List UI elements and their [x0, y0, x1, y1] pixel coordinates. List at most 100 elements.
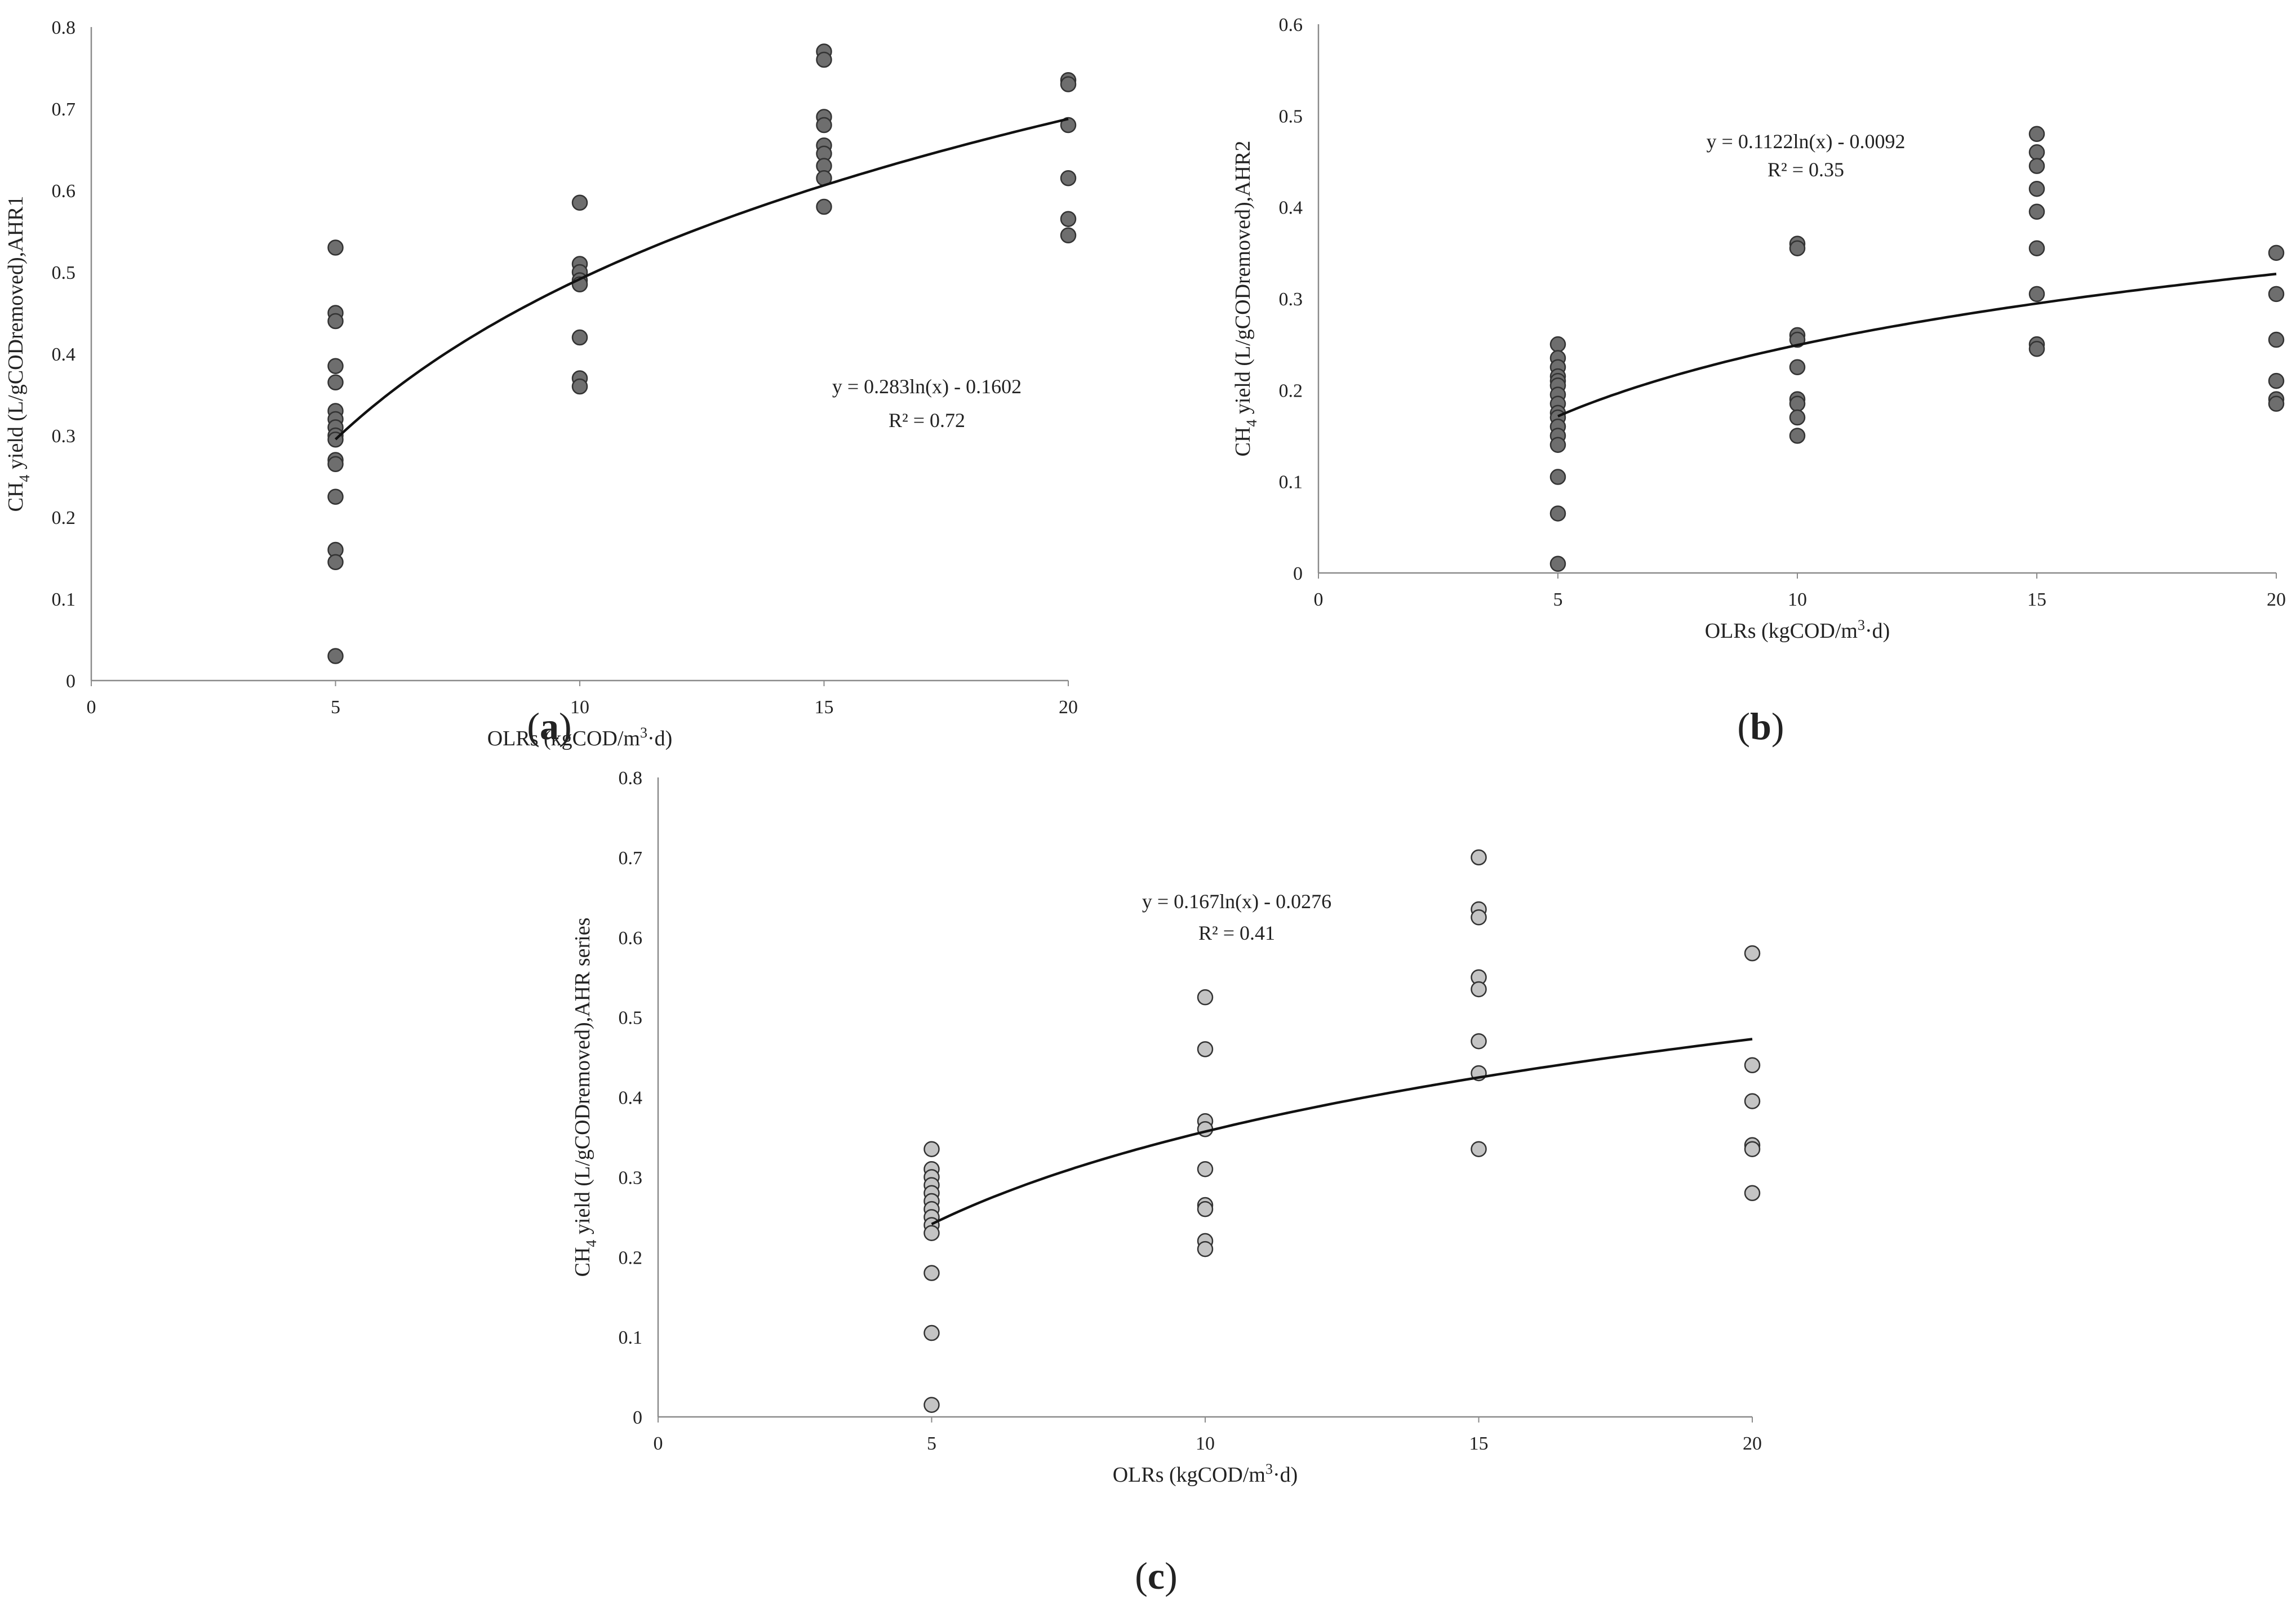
y-tick-label: 0.1	[1279, 472, 1303, 493]
data-point	[571, 329, 588, 346]
y-tick-label: 0.2	[1279, 380, 1303, 401]
data-point	[2028, 126, 2045, 143]
r-squared-label: R² = 0.72	[889, 409, 965, 432]
data-point	[923, 1265, 940, 1281]
data-point	[1060, 76, 1077, 92]
x-tick-label: 15	[1469, 1433, 1489, 1454]
x-tick-label: 10	[1196, 1433, 1215, 1454]
data-point	[2028, 203, 2045, 220]
y-tick-label: 0.5	[619, 1008, 643, 1029]
y-tick-label: 0.3	[52, 426, 76, 447]
data-point	[2268, 245, 2285, 261]
chart-b: 0 0.1 0.2 0.3 0.4 0.5 0.6 0 5 10 15 20 OLRs (kgCOD/m…	[1231, 15, 2286, 748]
y-tick-label: 0	[66, 671, 76, 692]
chart-a: 0 0.1 0.2 0.3 0.4 0.5 0.6 0.7 0.8 0 5 10 15 20 OLRs (k…	[4, 17, 1078, 750]
y-axis-title: CH4 yield (L/gCODremoved),AHR1	[4, 196, 33, 512]
y-axis-title: CH4 yield (L/gCODremoved),AHR series	[571, 918, 599, 1277]
data-point	[1471, 909, 1487, 926]
data-point	[1744, 1057, 1761, 1073]
x-axis-title: OLRs (kgCOD/m3·d)	[1113, 1461, 1298, 1487]
x-tick-label: 15	[815, 697, 834, 718]
y-tick-label: 0	[1293, 563, 1303, 584]
data-point	[327, 239, 344, 256]
data-point	[1549, 437, 1566, 453]
x-tick-label: 0	[87, 697, 96, 718]
data-point	[1197, 989, 1214, 1006]
trendline-equation: y = 0.1122ln(x) - 0.0092	[1707, 130, 1906, 153]
data-point	[1197, 1041, 1214, 1057]
data-point	[1471, 1141, 1487, 1157]
data-point	[816, 51, 832, 68]
data-point	[1060, 170, 1077, 186]
data-point	[2268, 395, 2285, 412]
data-point	[1744, 1093, 1761, 1109]
data-point	[816, 198, 832, 215]
data-point	[1789, 359, 1806, 375]
data-point	[1197, 1161, 1214, 1177]
trendline-equation: y = 0.283ln(x) - 0.1602	[832, 375, 1022, 398]
y-tick-label: 0.7	[619, 848, 643, 869]
data-point	[327, 313, 344, 330]
y-tick-label: 0.3	[619, 1167, 643, 1188]
data-point	[1471, 981, 1487, 998]
data-point	[571, 194, 588, 211]
data-point	[1789, 395, 1806, 412]
data-point	[1060, 211, 1077, 227]
y-tick-label: 0.1	[52, 589, 76, 610]
data-point	[1789, 240, 1806, 256]
x-tick-label: 5	[927, 1433, 936, 1454]
data-point	[1471, 1033, 1487, 1050]
chart-c: 0 0.1 0.2 0.3 0.4 0.5 0.6 0.7 0.8 0 5 10 15 20 OLRs (k…	[571, 768, 1762, 1597]
x-tick-label: 0	[654, 1433, 663, 1454]
y-tick-label: 0.4	[619, 1088, 643, 1109]
x-tick-label: 5	[1553, 589, 1563, 610]
data-point	[327, 456, 344, 472]
data-point	[1789, 409, 1806, 426]
y-tick-label: 0	[633, 1407, 642, 1428]
y-tick-label: 0.2	[52, 508, 76, 528]
y-tick-label: 0.5	[52, 263, 76, 283]
data-point	[1060, 227, 1077, 243]
trendline	[931, 1038, 1753, 1225]
x-tick-label: 0	[1314, 589, 1324, 610]
y-tick-label: 0.4	[1279, 198, 1303, 219]
x-tick-label: 20	[2267, 589, 2286, 610]
y-tick-label: 0.1	[619, 1327, 643, 1348]
data-point	[1549, 555, 1566, 572]
y-tick-label: 0.6	[619, 928, 643, 949]
data-point	[327, 648, 344, 664]
data-point	[327, 358, 344, 374]
x-axis-title: OLRs (kgCOD/m3·d)	[487, 725, 673, 750]
data-point	[2028, 286, 2045, 303]
y-tick-label: 0.4	[52, 344, 76, 365]
r-squared-label: R² = 0.35	[1767, 158, 1844, 181]
panel-label-a: (a)	[527, 705, 571, 748]
data-point	[2028, 158, 2045, 174]
data-point	[2028, 180, 2045, 197]
data-point	[1789, 428, 1806, 444]
data-point	[923, 1141, 940, 1157]
x-tick-label: 10	[570, 697, 589, 718]
data-point	[923, 1324, 940, 1341]
data-point	[1744, 945, 1761, 962]
trendline	[334, 117, 1069, 441]
x-tick-label: 20	[1743, 1433, 1762, 1454]
data-point	[2268, 286, 2285, 303]
data-point	[1549, 469, 1566, 485]
data-point	[571, 378, 588, 395]
y-tick-label: 0.8	[52, 17, 76, 38]
trendline-equation: y = 0.167ln(x) - 0.0276	[1142, 890, 1331, 913]
y-tick-label: 0.6	[52, 181, 76, 202]
data-point	[327, 374, 344, 390]
trendline	[1557, 273, 2277, 417]
x-tick-label: 5	[331, 697, 340, 718]
panel-label-b: (b)	[1737, 705, 1784, 748]
data-point	[1471, 849, 1487, 866]
data-point	[923, 1225, 940, 1241]
y-tick-label: 0.7	[52, 99, 76, 120]
data-point	[2028, 341, 2045, 357]
data-point	[327, 488, 344, 505]
r-squared-label: R² = 0.41	[1198, 922, 1275, 944]
x-tick-label: 20	[1059, 697, 1078, 718]
